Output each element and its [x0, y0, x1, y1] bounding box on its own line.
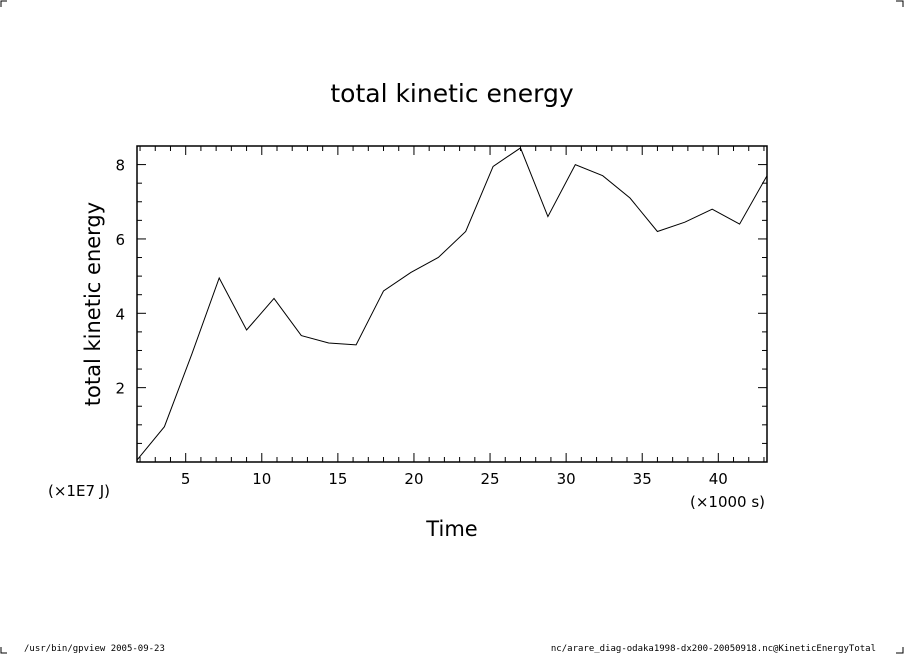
- chart-title: total kinetic energy: [330, 79, 574, 108]
- x-tick-label: 25: [480, 470, 499, 488]
- tick-marks: [137, 145, 767, 462]
- series-group: [136, 147, 768, 461]
- footer-left: /usr/bin/gpview 2005-09-23: [24, 644, 165, 654]
- footer-right: nc/arare_diag-odaka1998-dx200-20050918.n…: [551, 644, 876, 654]
- x-tick-label: 5: [181, 470, 191, 488]
- x-tick-label: 30: [557, 470, 576, 488]
- plot-frame-group: [136, 145, 768, 463]
- crop-mark-bottom-right: [896, 647, 904, 654]
- y-tick-label: 2: [115, 380, 125, 398]
- x-tick-label: 20: [404, 470, 423, 488]
- y-tick-label: 4: [115, 305, 125, 323]
- crop-mark-top-left: [0, 0, 7, 7]
- x-axis-label: Time: [425, 517, 477, 541]
- tick-labels: 5 10 15 20 25 30 35 40 2 4 6 8: [115, 157, 727, 488]
- plot-frame: [136, 145, 768, 463]
- y-tick-label: 6: [115, 231, 125, 249]
- x-tick-label: 35: [633, 470, 652, 488]
- x-tick-label: 10: [252, 470, 271, 488]
- crop-mark-top-right: [896, 0, 904, 7]
- x-tick-label: 15: [328, 470, 347, 488]
- x-axis-unit: (×1000 s): [690, 493, 765, 511]
- series-line-kinetic-energy: [136, 147, 768, 461]
- x-tick-label: 40: [709, 470, 728, 488]
- crop-mark-bottom-left: [0, 647, 7, 654]
- y-axis-unit: (×1E7 J): [48, 482, 110, 500]
- y-axis-label: total kinetic energy: [81, 202, 105, 406]
- y-tick-label: 8: [115, 157, 125, 175]
